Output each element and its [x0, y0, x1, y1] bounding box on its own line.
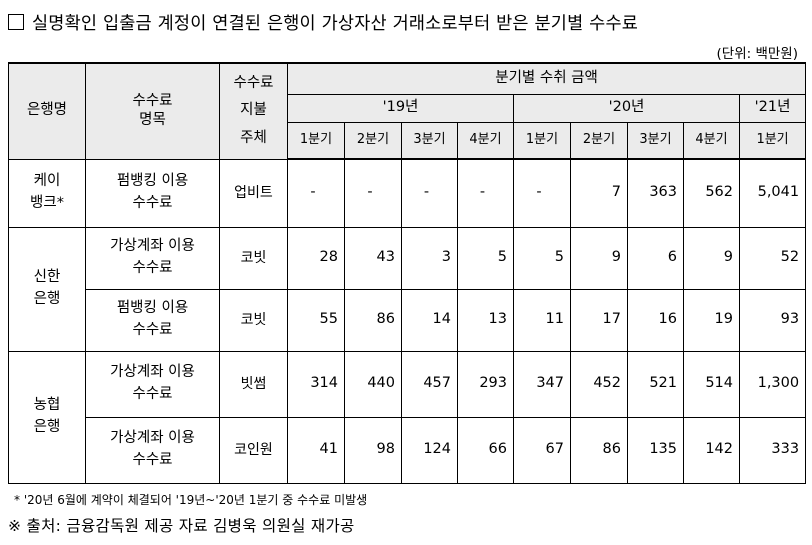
value-cell: 93	[738, 288, 807, 352]
value-cell: 347	[513, 350, 571, 418]
payer: 빗썸	[219, 350, 288, 418]
value-cell: 6	[627, 226, 684, 290]
payer: 코빗	[219, 288, 288, 352]
value-cell: -	[513, 158, 571, 228]
value-cell: 562	[683, 158, 740, 228]
table-row: 농협 은행 가상계좌 이용 수수료 빗썸 314 440 457 293 347…	[8, 350, 807, 484]
value-cell: 43	[344, 226, 402, 290]
value-cell: 98	[344, 416, 402, 484]
header-quarter: 3분기	[401, 121, 458, 160]
header-quarter: 4분기	[457, 121, 514, 160]
value-cell: 86	[344, 288, 402, 352]
value-cell: 17	[570, 288, 628, 352]
value-cell: 9	[683, 226, 740, 290]
value-cell: 363	[627, 158, 684, 228]
header-fee-name: 수수료 명목	[85, 62, 220, 160]
value-cell: 9	[570, 226, 628, 290]
header-quarter: 1분기	[287, 121, 345, 160]
fee-table: 은행명 수수료 명목 수수료 지불 주체 분기별 수취 금액 '19년 '20년…	[8, 62, 807, 484]
table-row: 케이 뱅크* 펌뱅킹 이용 수수료 업비트 - - - - - 7 363 56…	[8, 158, 807, 228]
bank-name: 케이 뱅크*	[8, 158, 86, 228]
fee-name: 가상계좌 이용 수수료	[85, 226, 220, 290]
value-cell: 333	[738, 416, 807, 484]
value-cell: 5	[513, 226, 571, 290]
value-cell: 521	[627, 350, 684, 418]
value-cell: 314	[287, 350, 345, 418]
value-cell: 13	[457, 288, 514, 352]
payer: 코인원	[219, 416, 288, 484]
bank-name: 신한 은행	[8, 226, 86, 352]
table-row: 펌뱅킹 이용 수수료 코빗 55 86 14 13 11 17 16 19 93	[9, 288, 807, 352]
header-quarter: 1분기	[513, 121, 571, 160]
value-cell: -	[344, 158, 402, 228]
fee-name: 가상계좌 이용 수수료	[85, 416, 220, 484]
value-cell: 55	[287, 288, 345, 352]
fee-name: 펌뱅킹 이용 수수료	[85, 288, 220, 352]
value-cell: 19	[683, 288, 740, 352]
header-quarter: 4분기	[683, 121, 740, 160]
value-cell: 3	[401, 226, 458, 290]
value-cell: 16	[627, 288, 684, 352]
value-cell: 86	[570, 416, 628, 484]
header-quarter: 2분기	[570, 121, 628, 160]
value-cell: 440	[344, 350, 402, 418]
value-cell: 67	[513, 416, 571, 484]
header-year-2020: '20년	[513, 93, 740, 123]
value-cell: -	[457, 158, 514, 228]
value-cell: 14	[401, 288, 458, 352]
header-quarter: 2분기	[344, 121, 402, 160]
header-bank: 은행명	[8, 62, 86, 160]
header-quarter: 1분기	[738, 121, 807, 160]
value-cell: -	[401, 158, 458, 228]
value-cell: 52	[738, 226, 807, 290]
value-cell: 293	[457, 350, 514, 418]
value-cell: 11	[513, 288, 571, 352]
value-cell: 28	[287, 226, 345, 290]
payer: 코빗	[219, 226, 288, 290]
header-payer: 수수료 지불 주체	[219, 62, 288, 160]
source-note: ※ 출처: 금융감독원 제공 자료 김병욱 의원실 재가공	[8, 517, 355, 535]
bank-name: 농협 은행	[8, 350, 86, 484]
value-cell: 7	[570, 158, 628, 228]
title-text: 실명확인 입출금 계정이 연결된 은행이 가상자산 거래소로부터 받은 분기별 …	[32, 14, 639, 34]
header-year-2021: '21년	[738, 93, 807, 123]
value-cell: 66	[457, 416, 514, 484]
fee-name: 펌뱅킹 이용 수수료	[85, 158, 220, 228]
checkbox-square-icon	[8, 14, 24, 30]
value-cell: 514	[683, 350, 740, 418]
value-cell: 41	[287, 416, 345, 484]
value-cell: 135	[627, 416, 684, 484]
value-cell: -	[287, 158, 345, 228]
value-cell: 457	[401, 350, 458, 418]
value-cell: 5	[457, 226, 514, 290]
table-row: 가상계좌 이용 수수료 코인원 41 98 124 66 67 86 135 1…	[9, 416, 807, 484]
header-period-group: 분기별 수취 금액	[286, 62, 807, 95]
header-quarter: 3분기	[627, 121, 684, 160]
fee-name: 가상계좌 이용 수수료	[85, 350, 220, 418]
value-cell: 124	[401, 416, 458, 484]
value-cell: 1,300	[738, 350, 807, 418]
value-cell: 142	[683, 416, 740, 484]
value-cell: 452	[570, 350, 628, 418]
payer: 업비트	[219, 158, 288, 228]
document-title: 실명확인 입출금 계정이 연결된 은행이 가상자산 거래소로부터 받은 분기별 …	[8, 10, 638, 35]
unit-label: (단위: 백만원)	[716, 46, 798, 62]
value-cell: 5,041	[738, 158, 807, 228]
table-row: 신한 은행 가상계좌 이용 수수료 코빗 28 43 3 5 5 9 6 9 5…	[8, 226, 807, 352]
header-year-2019: '19년	[287, 93, 514, 123]
footnote: * '20년 6월에 계약이 체결되어 '19년~'20년 1분기 중 수수료 …	[14, 493, 368, 507]
